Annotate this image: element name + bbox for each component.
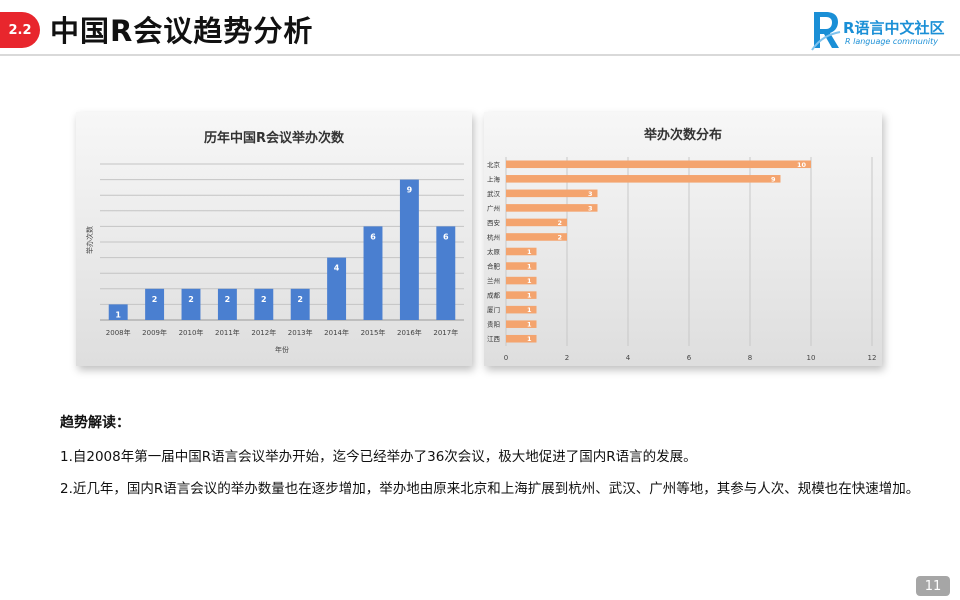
y-tick-label: 合肥 bbox=[487, 262, 501, 271]
section-number-badge: 2.2 bbox=[0, 12, 40, 48]
bar-data-label: 3 bbox=[588, 204, 593, 212]
bar-data-label: 2 bbox=[152, 295, 158, 304]
bar-data-label: 4 bbox=[334, 264, 340, 273]
bar bbox=[506, 291, 537, 299]
bar-data-label: 1 bbox=[527, 306, 532, 314]
bar-data-label: 1 bbox=[527, 292, 532, 300]
y-tick-label: 上海 bbox=[487, 174, 501, 183]
bar bbox=[290, 288, 310, 320]
bar bbox=[506, 262, 537, 270]
bar-data-label: 2 bbox=[225, 295, 231, 304]
bar-data-label: 2 bbox=[261, 295, 267, 304]
y-tick-label: 兰州 bbox=[487, 276, 500, 285]
x-tick-label: 8 bbox=[748, 354, 752, 362]
bar bbox=[506, 305, 537, 314]
bar bbox=[506, 204, 598, 212]
bar bbox=[181, 288, 201, 320]
bar-data-label: 2 bbox=[557, 233, 562, 241]
bar-data-label: 1 bbox=[115, 310, 121, 319]
x-tick-label: 4 bbox=[626, 354, 631, 362]
bar-data-label: 9 bbox=[407, 186, 413, 195]
bar-data-label: 6 bbox=[370, 232, 376, 241]
x-tick-label: 2010年 bbox=[179, 328, 204, 337]
bar bbox=[436, 226, 456, 320]
bar-data-label: 2 bbox=[557, 219, 562, 227]
y-tick-label: 成都 bbox=[487, 291, 501, 300]
y-tick-label: 北京 bbox=[487, 160, 501, 169]
analysis-point-1: 1.自2008年第一届中国R语言会议举办开始，迄今已经举办了36次会议，极大地促… bbox=[60, 449, 697, 465]
bar-data-label: 1 bbox=[527, 277, 532, 285]
bar bbox=[399, 179, 419, 320]
bar-data-label: 1 bbox=[527, 263, 532, 271]
R-letter-icon bbox=[811, 12, 841, 51]
x-tick-label: 2013年 bbox=[288, 328, 313, 337]
x-tick-label: 2014年 bbox=[324, 328, 349, 337]
page-title: 中国R会议趋势分析 bbox=[50, 14, 314, 48]
city-distribution-chart: 举办次数分布 0 2 4 6 8 10 12 10 北京 9 上海 3 武汉 3 广州 2 西安 2 杭州 1 太原 1 合肥… bbox=[484, 112, 882, 366]
bar-data-label: 1 bbox=[527, 335, 532, 343]
bar-data-label: 1 bbox=[527, 248, 532, 256]
annual-conferences-chart: 历年中国R会议举办次数 1 2008年 2 2009年 2 2010年 2 2011年 2 2012… bbox=[76, 112, 472, 366]
x-tick-label: 12 bbox=[868, 354, 877, 362]
bar-data-label: 2 bbox=[188, 295, 194, 304]
x-tick-label: 10 bbox=[807, 354, 816, 362]
y-tick-label: 西安 bbox=[487, 218, 501, 227]
bar-data-label: 3 bbox=[588, 190, 593, 198]
page-number: 11 bbox=[916, 576, 950, 596]
bar bbox=[327, 257, 347, 320]
x-tick-label: 2011年 bbox=[215, 328, 240, 337]
x-tick-label: 2 bbox=[565, 354, 569, 362]
logo-subtitle: R language community bbox=[845, 37, 939, 46]
bar bbox=[145, 288, 165, 320]
x-tick-label: 6 bbox=[687, 354, 692, 362]
bar-data-label: 9 bbox=[771, 175, 776, 183]
analysis-section: 趋势解读： 1.自2008年第一届中国R语言会议举办开始，迄今已经举办了36次会… bbox=[60, 412, 920, 512]
bar-data-label: 1 bbox=[527, 321, 532, 329]
bar bbox=[506, 218, 567, 227]
logo-name: R语言中文社区 bbox=[843, 19, 945, 37]
chart-title: 历年中国R会议举办次数 bbox=[204, 130, 345, 146]
bar bbox=[254, 288, 274, 320]
y-tick-label: 厦门 bbox=[487, 305, 500, 314]
bar bbox=[506, 247, 537, 256]
header-divider bbox=[0, 54, 960, 56]
bar bbox=[363, 226, 383, 320]
bar bbox=[506, 320, 537, 328]
bar-data-label: 2 bbox=[297, 295, 303, 304]
bar bbox=[506, 233, 567, 241]
city-distribution-chart-svg: 举办次数分布 0 2 4 6 8 10 12 10 北京 9 上海 3 武汉 3 广州 2 西安 2 杭州 1 太原 1 合肥… bbox=[487, 127, 877, 362]
x-tick-label: 2017年 bbox=[433, 328, 458, 337]
bar bbox=[108, 304, 128, 320]
x-tick-label: 2009年 bbox=[142, 328, 167, 337]
x-tick-label: 0 bbox=[504, 354, 508, 362]
bar-data-label: 10 bbox=[797, 161, 807, 169]
bar bbox=[217, 288, 237, 320]
annual-conferences-chart-svg: 历年中国R会议举办次数 1 2008年 2 2009年 2 2010年 2 2011年 2 2012… bbox=[85, 130, 464, 354]
analysis-heading: 趋势解读： bbox=[60, 415, 130, 431]
x-tick-label: 2008年 bbox=[106, 328, 131, 337]
y-tick-label: 杭州 bbox=[487, 232, 500, 241]
y-tick-label: 江西 bbox=[487, 335, 501, 343]
y-tick-label: 太原 bbox=[487, 247, 501, 256]
brand-logo: R语言中文社区 R language community bbox=[810, 8, 950, 52]
analysis-point-2: 2.近几年，国内R语言会议的举办数量也在逐步增加，举办地由原来北京和上海扩展到杭… bbox=[60, 481, 920, 497]
bar bbox=[506, 189, 598, 198]
x-axis-label: 年份 bbox=[275, 345, 289, 354]
chart-title: 举办次数分布 bbox=[643, 127, 722, 143]
bar bbox=[506, 276, 537, 285]
y-tick-label: 广州 bbox=[487, 203, 500, 212]
bar bbox=[506, 334, 537, 343]
x-tick-label: 2012年 bbox=[251, 328, 276, 337]
y-tick-label: 贵阳 bbox=[487, 320, 500, 329]
bar bbox=[506, 160, 811, 169]
y-axis-label: 举办次数 bbox=[85, 226, 94, 254]
x-tick-label: 2016年 bbox=[397, 328, 422, 337]
y-tick-label: 武汉 bbox=[487, 189, 501, 198]
bar bbox=[506, 175, 781, 183]
bar-data-label: 6 bbox=[443, 232, 449, 241]
x-tick-label: 2015年 bbox=[361, 328, 386, 337]
